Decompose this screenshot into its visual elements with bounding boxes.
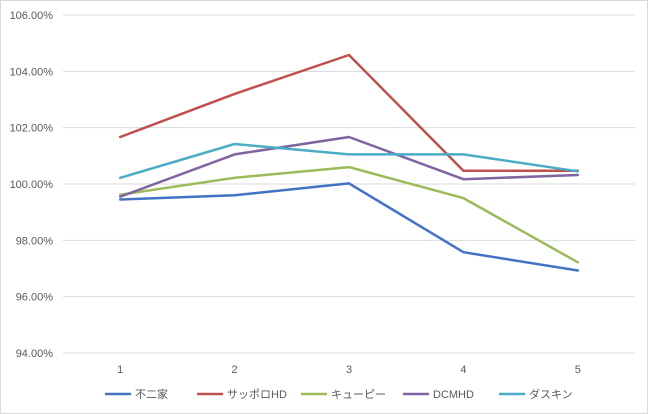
y-tick-label: 102.00% [10,123,54,135]
y-tick-label: 100.00% [10,179,54,191]
y-axis-tick-labels: 94.00% 96.00% 98.00% 100.00% 102.00% 104.00% 1… [10,10,54,360]
y-tick-label: 98.00% [16,235,54,247]
y-tick-label: 94.00% [16,348,54,360]
y-tick-label: 96.00% [16,292,54,304]
series-line-3 [118,165,580,264]
series-line-4 [118,135,580,198]
x-tick-label: 5 [575,364,581,376]
series-line-5 [118,142,580,180]
y-tick-label: 106.00% [10,10,54,22]
legend-label: サッポロHD [227,388,287,401]
legend-label: ダスキン [529,387,573,401]
x-tick-label: 2 [232,364,238,376]
legend: 不二家 サッポロHD キューピー DCMHD ダスキン [105,387,573,401]
series-lines [118,53,580,272]
legend-label: 不二家 [135,387,168,401]
gridlines [63,14,635,354]
legend-item: DCMHD [403,389,474,401]
series-line-1 [118,182,580,272]
x-tick-label: 3 [346,364,352,376]
legend-item: サッポロHD [197,388,287,401]
x-tick-label: 4 [460,364,466,376]
x-tick-label: 1 [117,364,123,376]
series-line-2 [118,53,580,173]
x-axis-tick-labels: 1 2 3 4 5 [117,364,581,376]
legend-item: ダスキン [499,387,573,401]
y-tick-label: 104.00% [10,66,54,78]
legend-label: DCMHD [433,389,474,401]
legend-item: キューピー [301,388,386,401]
legend-item: 不二家 [105,387,168,401]
legend-label: キューピー [331,388,386,401]
